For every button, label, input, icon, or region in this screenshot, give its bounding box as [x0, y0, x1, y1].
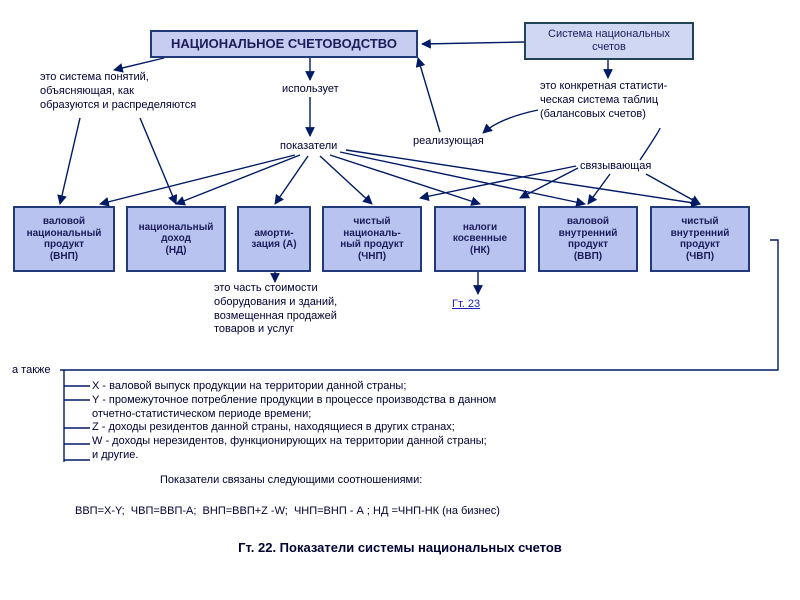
- diagram-page: НАЦИОНАЛЬНОЕ СЧЕТОВОДСТВО Система национ…: [0, 0, 800, 600]
- arrows-layer: [0, 0, 800, 600]
